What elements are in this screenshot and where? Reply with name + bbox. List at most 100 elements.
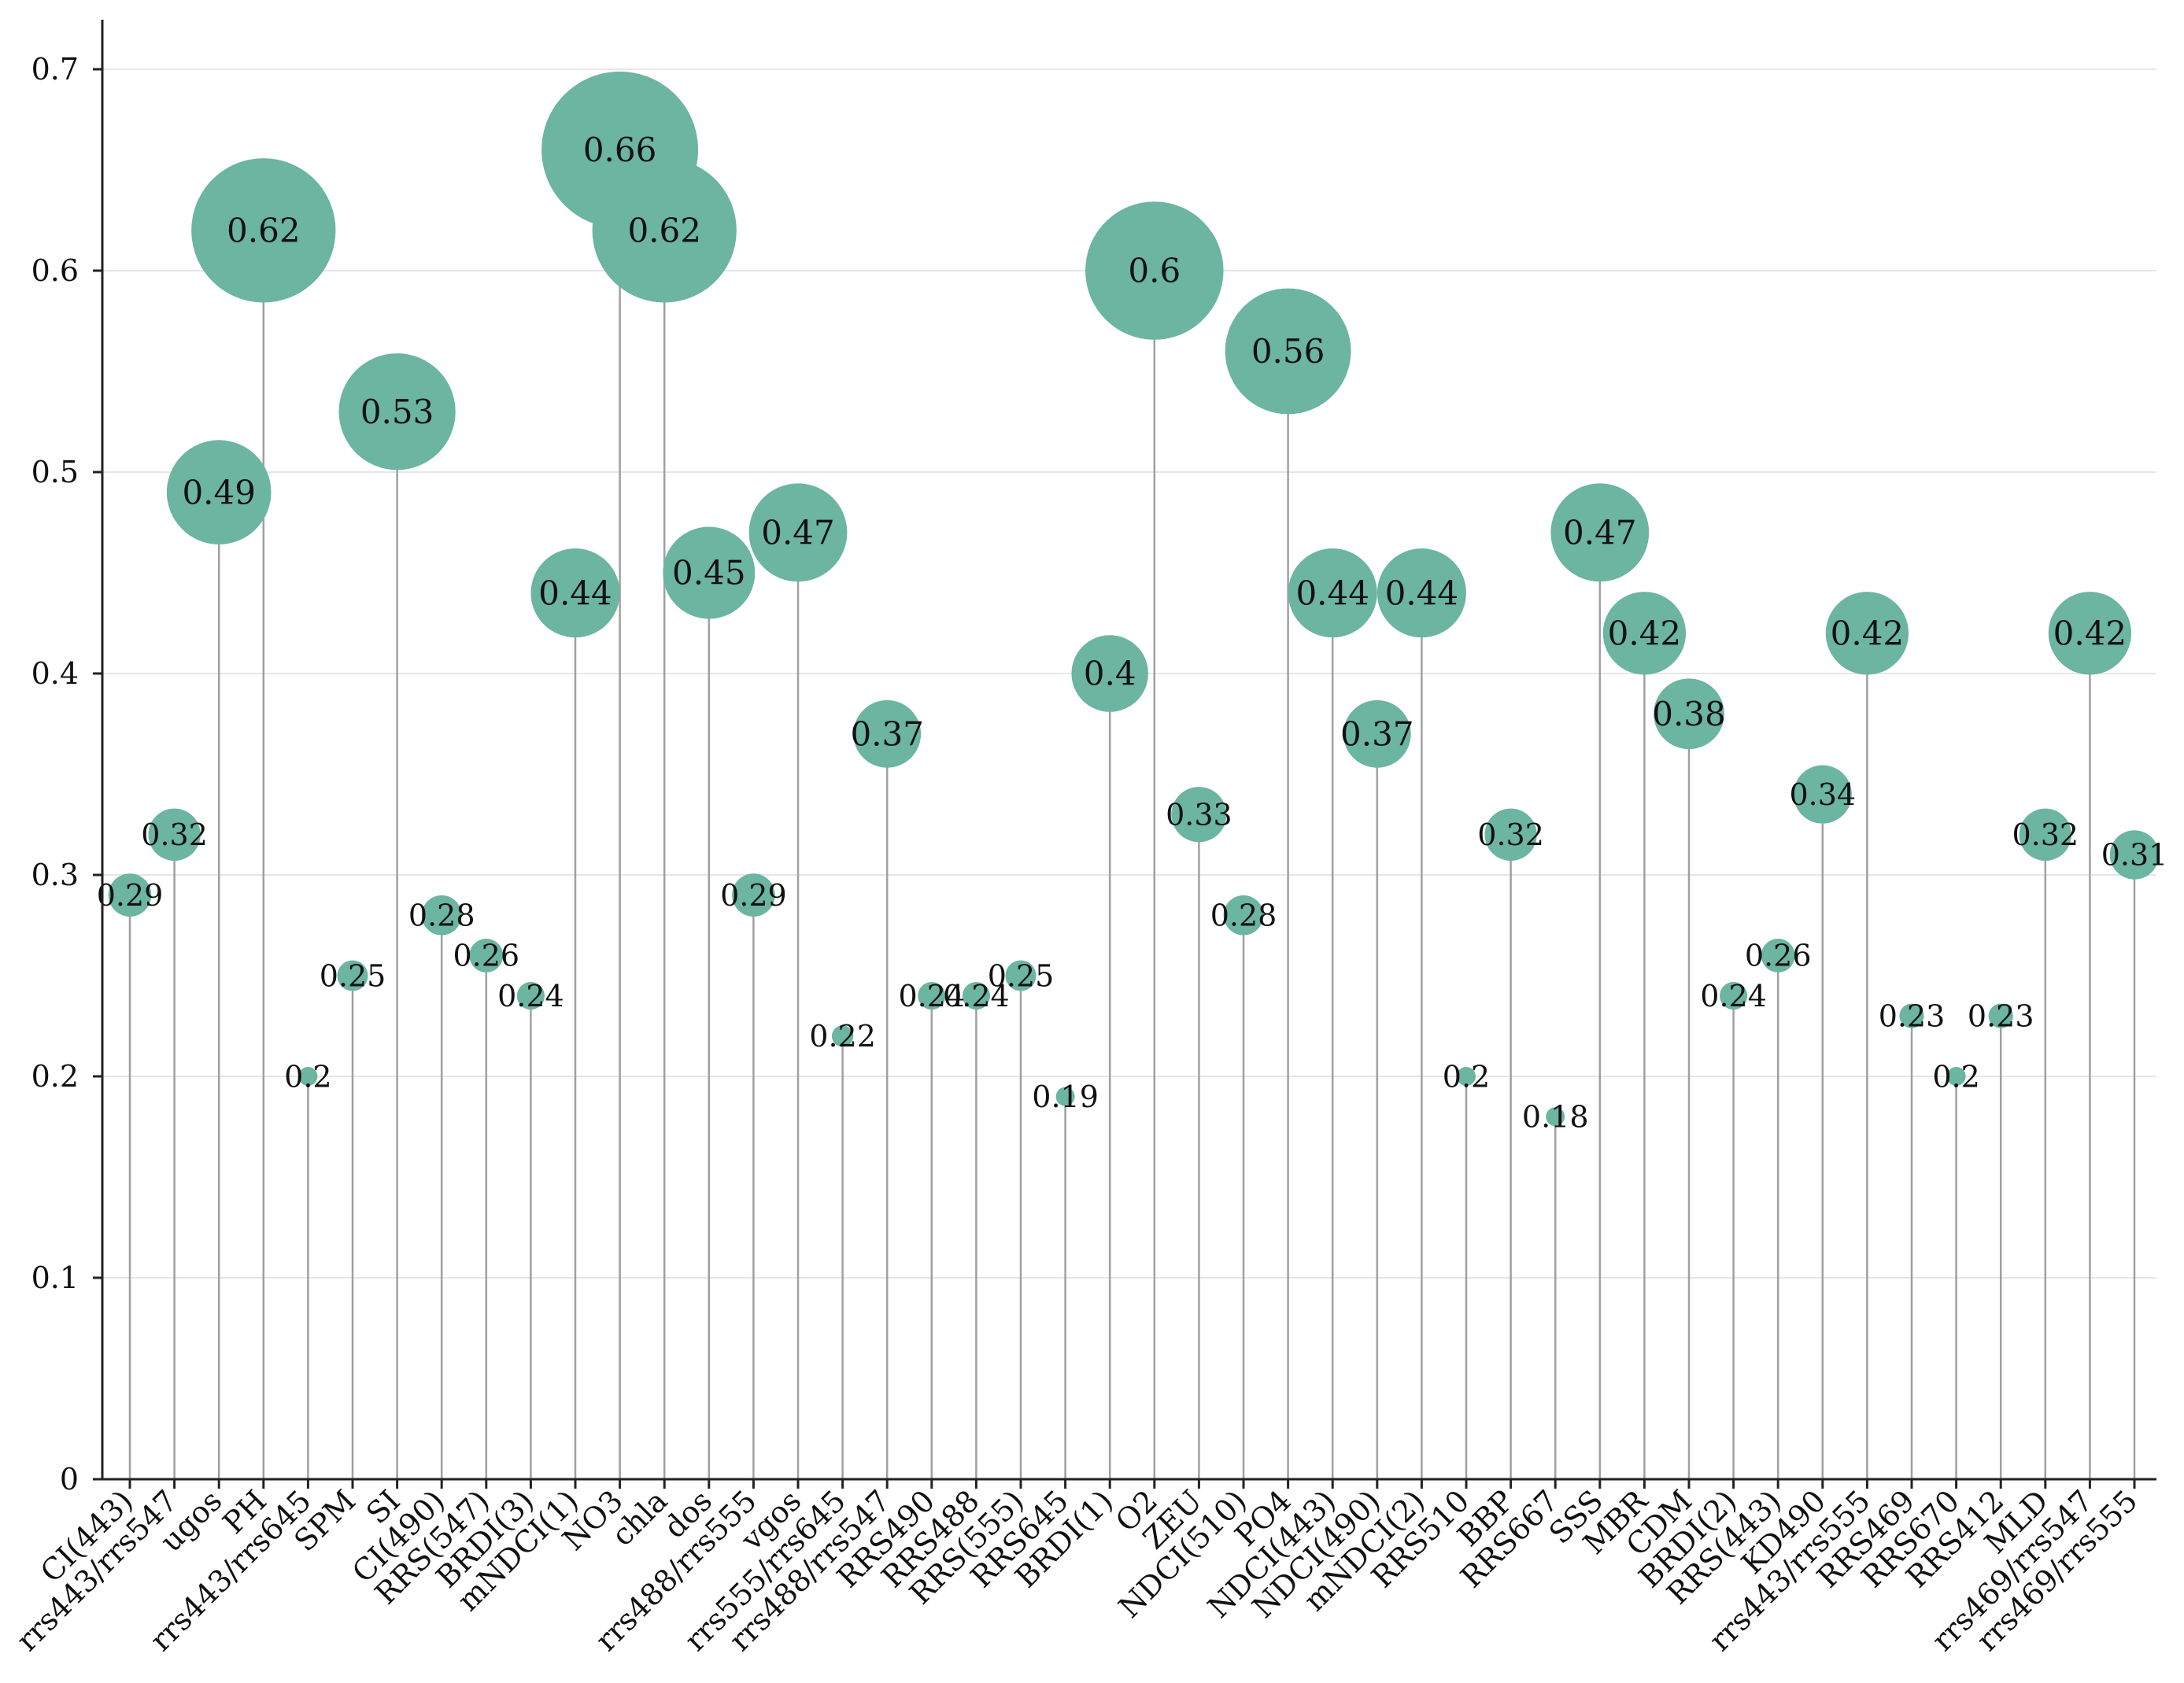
data-label: 0.32: [2012, 818, 2079, 852]
data-label: 0.28: [1210, 899, 1277, 933]
bubble-point: [1988, 1003, 2013, 1028]
bubble-point: [1223, 895, 1264, 936]
data-label: 0.47: [761, 514, 835, 552]
bubble-point: [1055, 1087, 1075, 1106]
data-label: 0.24: [1700, 979, 1767, 1013]
y-tick-label: 0.2: [31, 1059, 79, 1094]
data-label: 0.53: [360, 393, 434, 431]
y-ticks: 0 0.1 0.2 0.3 0.4 0.5 0.6 0.7: [31, 52, 102, 1497]
data-label: 0.29: [720, 878, 787, 913]
y-tick-label: 0.4: [31, 656, 79, 691]
x-ticks: CI(443)rrs443/rrs547ugosPHrrs443/rrs645S…: [9, 1479, 2144, 1658]
data-label: 0.42: [1831, 615, 1905, 653]
bubble-point: [530, 548, 620, 638]
bubble-point: [592, 158, 737, 303]
data-label: 0.24: [497, 979, 564, 1013]
data-label: 0.66: [583, 131, 657, 169]
bubble-point: [918, 982, 946, 1010]
data-label: 0.42: [2053, 615, 2127, 653]
data-label: 0.19: [1032, 1080, 1099, 1114]
bubble-point: [831, 1025, 854, 1047]
bubble-point: [298, 1067, 318, 1086]
data-label: 0.2: [1443, 1059, 1490, 1094]
bubble-point: [2048, 592, 2132, 675]
bubbles: [108, 71, 2160, 1127]
data-label: 0.62: [627, 212, 701, 250]
bubble-point: [1546, 1107, 1565, 1127]
bubble-point: [1654, 678, 1724, 750]
bubble-point: [166, 440, 272, 544]
bubble-point: [191, 158, 336, 303]
y-tick-label: 0.1: [31, 1260, 79, 1295]
data-label: 0.4: [1084, 655, 1136, 693]
bubble-point: [1171, 787, 1227, 843]
bubble-point: [1085, 201, 1224, 340]
bubble-point: [108, 873, 152, 917]
data-label: 0.34: [1789, 777, 1856, 812]
bubble-point: [748, 483, 848, 582]
data-label: 0.25: [988, 958, 1055, 993]
bubble-point: [2109, 830, 2160, 880]
data-label: 0.47: [1563, 514, 1637, 552]
data-label: 0.26: [453, 939, 519, 973]
data-label: 0.2: [284, 1059, 331, 1094]
bubble-point: [338, 353, 456, 471]
data-label: 0.23: [1879, 999, 1946, 1034]
data-label: 0.24: [943, 979, 1010, 1013]
data-label: 0.42: [1608, 615, 1682, 653]
data-label: 0.24: [898, 979, 965, 1013]
bubble-point: [1484, 808, 1537, 861]
y-tick-label: 0.5: [31, 455, 79, 489]
data-label: 0.32: [141, 818, 208, 852]
data-label: 0.37: [1340, 715, 1414, 754]
bubble-point: [337, 960, 368, 991]
bubble-point: [732, 873, 775, 917]
data-label: 0.25: [320, 958, 386, 993]
bubble-point: [1720, 982, 1748, 1010]
data-label: 0.18: [1522, 1100, 1589, 1135]
bubble-point: [1288, 548, 1377, 638]
data-label: 0.22: [809, 1019, 876, 1054]
axes: [101, 20, 2156, 1481]
bubble-point: [1825, 592, 1909, 675]
y-tick-label: 0.7: [31, 52, 79, 87]
data-label: 0.31: [2101, 838, 2168, 873]
bubble-point: [1550, 483, 1650, 582]
bubble-point: [2019, 808, 2071, 861]
data-label: 0.29: [97, 878, 164, 913]
bubble-point: [1225, 288, 1351, 415]
data-label: 0.44: [1295, 574, 1369, 612]
y-tick-label: 0.3: [31, 858, 79, 892]
data-label: 0.26: [1745, 939, 1812, 973]
y-tick-label: 0: [60, 1462, 79, 1497]
bubble-point: [1793, 765, 1852, 824]
data-label: 0.62: [227, 212, 301, 250]
data-label: 0.44: [538, 574, 612, 612]
bubble-point: [1377, 548, 1466, 638]
data-label: 0.2: [1932, 1059, 1979, 1094]
data-label: 0.23: [1968, 999, 2034, 1034]
data-label: 0.56: [1251, 332, 1325, 371]
bubble-point: [421, 895, 462, 936]
data-label: 0.37: [850, 715, 924, 754]
bubble-point: [1071, 635, 1148, 712]
bubble-point: [1946, 1067, 1966, 1086]
bubble-point: [469, 938, 504, 973]
bubble-point: [962, 982, 990, 1010]
bubble-point: [1899, 1003, 1924, 1028]
data-label: 0.38: [1652, 695, 1726, 733]
bubble-point: [148, 808, 201, 861]
data-label: 0.45: [672, 554, 746, 592]
bubble-point: [1602, 592, 1687, 675]
data-label: 0.28: [408, 899, 475, 933]
bubble-point: [516, 982, 545, 1010]
data-label: 0.49: [182, 473, 256, 511]
y-tick-label: 0.6: [31, 253, 79, 288]
data-label: 0.32: [1477, 818, 1544, 852]
bubble-point: [853, 699, 922, 768]
bubble-point: [1343, 699, 1411, 768]
bubble-point: [1005, 960, 1037, 991]
data-labels: 0.290.320.490.620.20.250.530.280.260.240…: [97, 131, 2168, 1134]
stems: [128, 149, 2136, 1479]
